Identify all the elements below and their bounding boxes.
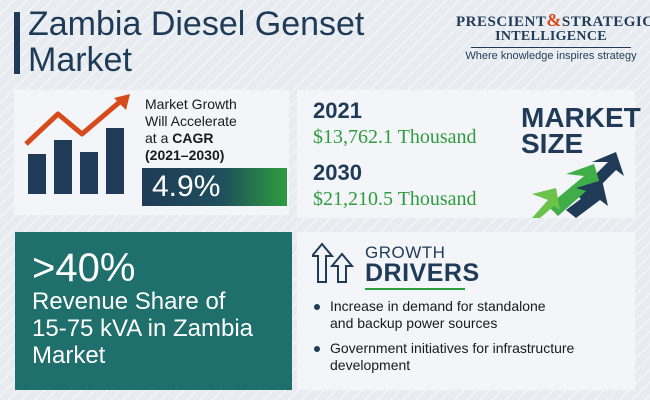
revenue-share-percent: >40% bbox=[32, 246, 136, 290]
logo-divider bbox=[471, 47, 631, 48]
bullet-icon bbox=[314, 346, 320, 352]
company-logo: PRESCIENT&STRATEGIC INTELLIGENCE Where k… bbox=[456, 10, 650, 62]
logo-line-2: INTELLIGENCE bbox=[495, 29, 607, 44]
arrow-navy-front bbox=[566, 180, 608, 218]
icon-bar-2 bbox=[54, 140, 72, 194]
revenue-share-description: Revenue Share of 15-75 kVA in Zambia Mar… bbox=[32, 288, 287, 369]
growth-drivers-heading-1: GROWTH bbox=[365, 243, 446, 262]
market-size-2021: 2021 $13,762.1 Thousand bbox=[313, 98, 477, 149]
trend-arrow-head bbox=[114, 94, 130, 110]
arrow-outline-2 bbox=[329, 252, 355, 283]
page-title: Zambia Diesel Genset Market bbox=[28, 6, 428, 78]
revenue-share-card bbox=[15, 232, 292, 390]
revenue-share-line-3: Market bbox=[32, 342, 106, 369]
list-item: Government initiatives for infrastructur… bbox=[312, 340, 630, 374]
title-line-2: Market bbox=[28, 41, 132, 79]
growth-line-2: Will Accelerate bbox=[145, 113, 237, 129]
revenue-share-line-2: 15-75 kVA in Zambia bbox=[32, 315, 254, 342]
trend-arrow-line bbox=[24, 98, 124, 146]
growth-drivers-heading-2: DRIVERS bbox=[365, 259, 480, 287]
bullet-icon bbox=[314, 304, 320, 310]
icon-bar-1 bbox=[28, 154, 46, 194]
arrow-green-back bbox=[548, 164, 602, 216]
cagr-value: 4.9% bbox=[152, 170, 221, 203]
growth-chart-icon bbox=[24, 94, 130, 194]
logo-line-1: PRESCIENT&STRATEGIC bbox=[456, 10, 650, 30]
title-accent-bar bbox=[14, 12, 20, 74]
market-size-2030: 2030 $21,210.5 Thousand bbox=[313, 160, 477, 211]
logo-tagline: Where knowledge inspires strategy bbox=[465, 50, 637, 62]
value-2021: $13,762.1 Thousand bbox=[313, 126, 477, 148]
arrow-green-front bbox=[532, 188, 560, 218]
growth-line-4: (2021–2030) bbox=[145, 147, 225, 163]
list-item: Increase in demand for standalone and ba… bbox=[312, 298, 630, 332]
revenue-share-line-1: Revenue Share of bbox=[32, 288, 226, 315]
growth-drivers-card bbox=[297, 232, 635, 390]
icon-bar-4 bbox=[106, 128, 124, 194]
growth-drivers-arrows-icon bbox=[312, 242, 355, 283]
title-line-1: Zambia Diesel Genset bbox=[28, 5, 365, 43]
icon-bar-3 bbox=[80, 152, 98, 194]
year-2030: 2030 bbox=[313, 160, 362, 185]
growth-line-1: Market Growth bbox=[145, 96, 237, 112]
value-2030: $21,210.5 Thousand bbox=[313, 188, 477, 210]
market-size-label-1: MARKET bbox=[521, 102, 641, 133]
market-size-label: MARKET SIZE bbox=[521, 102, 641, 159]
growth-drivers-underline bbox=[365, 288, 465, 290]
market-size-label-2: SIZE bbox=[521, 128, 584, 159]
growth-description: Market Growth Will Accelerate at a CAGR … bbox=[145, 96, 295, 164]
growth-line-3: at a CAGR bbox=[145, 130, 214, 146]
year-2021: 2021 bbox=[313, 98, 362, 123]
arrow-outline-1 bbox=[312, 242, 335, 283]
growth-drivers-list: Increase in demand for standalone and ba… bbox=[312, 298, 630, 382]
growth-arrows-icon bbox=[532, 152, 624, 218]
cagr-badge bbox=[142, 168, 287, 206]
